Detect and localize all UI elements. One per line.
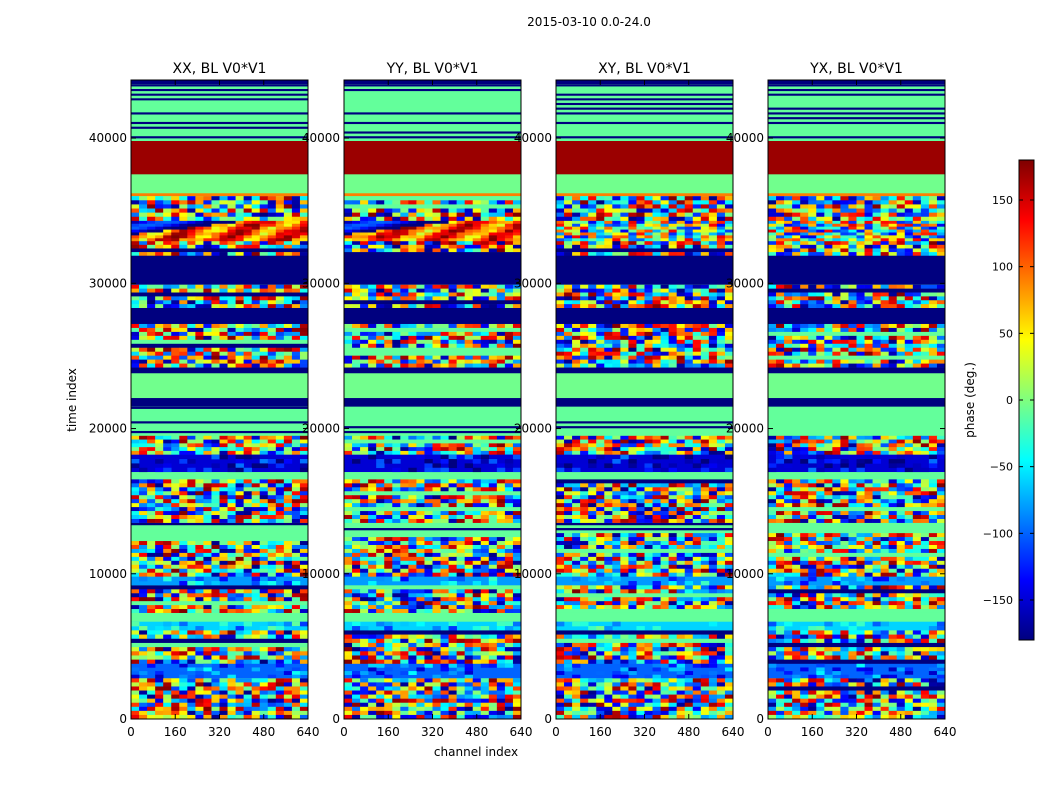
- x-tick-label: 480: [252, 725, 275, 739]
- x-tick-label: 0: [127, 725, 135, 739]
- y-tick-label: 0: [544, 712, 552, 726]
- colorbar-tick-label: 100: [992, 261, 1013, 274]
- colorbar-tick-label: −50: [990, 461, 1013, 474]
- x-tick-label: 320: [845, 725, 868, 739]
- x-tick-label: 320: [633, 725, 656, 739]
- x-tick-label: 640: [510, 725, 533, 739]
- panels-layer: XX, BL V0*V1 0 160 320 480 640 0 10000 20000 3000…: [89, 61, 957, 739]
- x-tick-label: 0: [764, 725, 772, 739]
- y-tick-label: 20000: [726, 422, 764, 436]
- y-tick-label: 30000: [89, 276, 127, 290]
- y-tick-label: 0: [332, 712, 340, 726]
- panel-1: YY, BL V0*V1 0 160 320 480 640 0 10000 20000 3000…: [302, 61, 533, 739]
- y-tick-label: 10000: [89, 567, 127, 581]
- y-tick-label: 0: [119, 712, 127, 726]
- y-tick-label: 20000: [302, 422, 340, 436]
- colorbar-tick-label: −100: [983, 527, 1013, 540]
- panel-heatmap: [768, 80, 946, 720]
- y-axis-label: time index: [65, 368, 79, 432]
- colorbar-tick-label: 0: [1006, 394, 1013, 407]
- x-tick-label: 160: [377, 725, 400, 739]
- x-tick-label: 160: [164, 725, 187, 739]
- panel-2: XY, BL V0*V1 0 160 320 480 640 0 10000 20000 3000…: [514, 61, 745, 739]
- y-tick-label: 40000: [514, 131, 552, 145]
- x-tick-label: 640: [297, 725, 320, 739]
- y-tick-label: 30000: [302, 276, 340, 290]
- x-tick-label: 320: [421, 725, 444, 739]
- y-tick-label: 40000: [726, 131, 764, 145]
- figure-suptitle: 2015-03-10 0.0-24.0: [527, 15, 651, 29]
- y-tick-label: 10000: [514, 567, 552, 581]
- panel-heatmap: [556, 80, 734, 720]
- colorbar-label: phase (deg.): [963, 362, 977, 438]
- y-tick-label: 10000: [726, 567, 764, 581]
- y-tick-label: 30000: [514, 276, 552, 290]
- panel-title: YX, BL V0*V1: [809, 61, 903, 77]
- y-tick-label: 20000: [514, 422, 552, 436]
- panel-title: XX, BL V0*V1: [173, 61, 267, 77]
- panel-3: YX, BL V0*V1 0 160 320 480 640 0 10000 20000 3000…: [726, 61, 957, 739]
- x-tick-label: 480: [677, 725, 700, 739]
- y-tick-label: 40000: [302, 131, 340, 145]
- x-tick-label: 0: [340, 725, 348, 739]
- x-tick-label: 640: [934, 725, 957, 739]
- y-tick-label: 30000: [726, 276, 764, 290]
- x-tick-label: 0: [552, 725, 560, 739]
- x-tick-label: 160: [589, 725, 612, 739]
- x-tick-label: 320: [208, 725, 231, 739]
- colorbar-tick-label: −150: [983, 594, 1013, 607]
- panel-0: XX, BL V0*V1 0 160 320 480 640 0 10000 20000 3000…: [89, 61, 320, 739]
- panel-title: XY, BL V0*V1: [598, 61, 691, 77]
- panel-heatmap: [344, 80, 522, 720]
- colorbar-tick-label: 150: [992, 194, 1013, 207]
- x-tick-label: 480: [889, 725, 912, 739]
- panel-title: YY, BL V0*V1: [386, 61, 479, 77]
- y-tick-label: 10000: [302, 567, 340, 581]
- y-tick-label: 20000: [89, 422, 127, 436]
- x-tick-label: 480: [465, 725, 488, 739]
- x-tick-label: 640: [722, 725, 745, 739]
- colorbar-tick-label: 50: [999, 327, 1013, 340]
- y-tick-label: 0: [756, 712, 764, 726]
- y-tick-label: 40000: [89, 131, 127, 145]
- panel-heatmap: [131, 80, 309, 720]
- x-axis-label: channel index: [434, 745, 518, 759]
- x-tick-label: 160: [801, 725, 824, 739]
- colorbar: 150 100 50 0 −50 −100 −150: [983, 159, 1035, 641]
